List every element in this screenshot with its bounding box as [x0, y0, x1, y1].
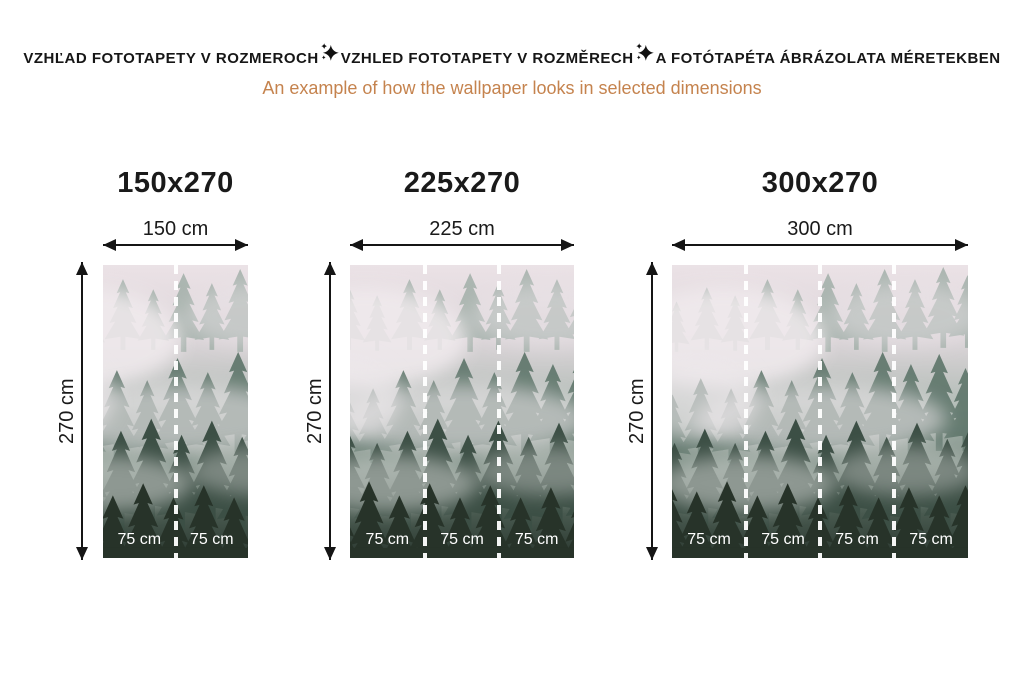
foggy-forest-image — [350, 265, 574, 558]
segment-width-label: 75 cm — [835, 531, 879, 548]
segment-labels: 75 cm 75 cm — [103, 531, 248, 549]
title-part-cz: VZHLED FOTOTAPETY V ROZMĚRECH — [340, 49, 634, 67]
segment-width-label: 75 cm — [909, 531, 953, 548]
segment-width-label: 75 cm — [440, 531, 484, 548]
width-dimension-label: 225 cm — [429, 218, 495, 240]
segment-width-label: 75 cm — [365, 531, 410, 548]
wallpaper-preview-150x270: 75 cm 75 cm — [103, 265, 248, 558]
sparkle-icon — [320, 43, 339, 61]
wallpaper-preview-225x270: 75 cm 75 cm 75 cm — [350, 265, 574, 558]
width-arrow — [103, 239, 248, 251]
segment-width-label: 75 cm — [117, 531, 162, 548]
page-subtitle: An example of how the wallpaper looks in… — [262, 78, 762, 98]
panel-seam-dashed-line — [892, 265, 896, 558]
width-arrow — [350, 239, 574, 251]
wallpaper-preview-300x270: 75 cm 75 cm 75 cm 75 cm — [672, 265, 968, 558]
height-arrow — [76, 262, 88, 560]
segment-width-label: 75 cm — [761, 531, 805, 548]
size-title-150x270: 150x270 — [117, 167, 234, 199]
height-arrow — [324, 262, 336, 560]
size-title-225x270: 225x270 — [403, 167, 521, 199]
width-dimension-label: 150 cm — [142, 218, 209, 240]
title-part-sk: VZHĽAD FOTOTAPETY V ROZMEROCH — [23, 49, 319, 67]
panel-seam-dashed-line — [818, 265, 822, 558]
panel-seam-dashed-line — [497, 265, 502, 558]
panel-seam-dashed-line — [422, 265, 427, 558]
height-dimension-label: 270 cm — [304, 378, 326, 445]
width-dimension-label: 300 cm — [787, 218, 853, 240]
panel-seam-dashed-line — [744, 265, 748, 558]
width-arrow — [672, 239, 968, 251]
title-part-hu: A FOTÓTAPÉTA ÁBRÁZOLATA MÉRETEKBEN — [655, 49, 1001, 67]
height-dimension-label: 270 cm — [56, 378, 78, 445]
segment-width-label: 75 cm — [687, 531, 731, 548]
height-arrow — [646, 262, 658, 560]
panel-seam-dashed-line — [173, 265, 178, 558]
sparkle-icon — [635, 43, 654, 61]
page-title: VZHĽAD FOTOTAPETY V ROZMEROCH VZHLED FOTO… — [0, 43, 1024, 69]
segment-labels: 75 cm 75 cm 75 cm 75 cm — [672, 531, 968, 549]
height-dimension-label: 270 cm — [626, 378, 648, 445]
size-title-300x270: 300x270 — [761, 167, 879, 199]
segment-width-label: 75 cm — [514, 531, 559, 548]
segment-labels: 75 cm 75 cm 75 cm — [350, 531, 574, 549]
segment-width-label: 75 cm — [189, 531, 234, 548]
